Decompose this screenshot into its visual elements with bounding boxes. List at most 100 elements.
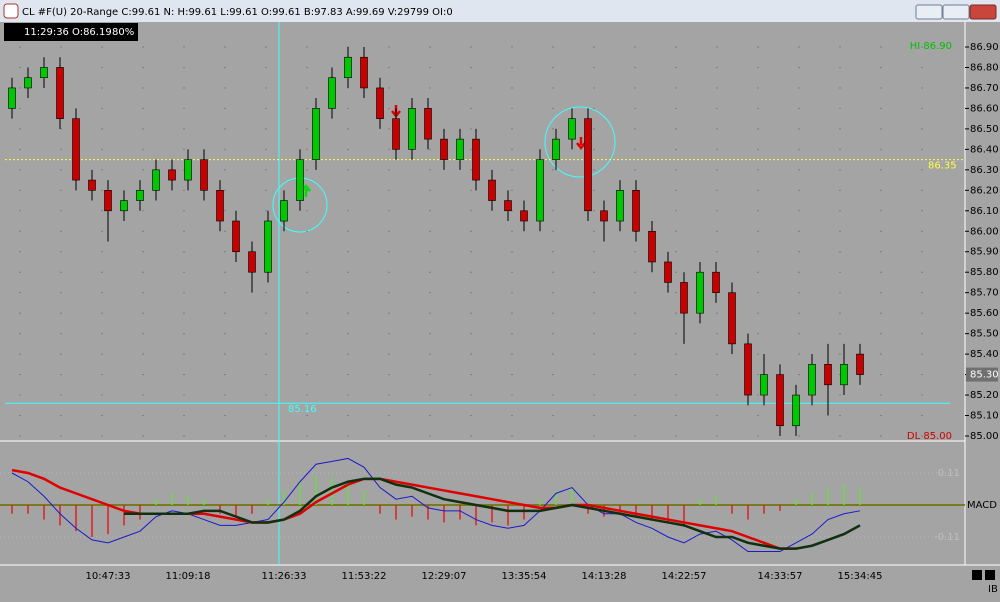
grid-dot: [429, 189, 431, 191]
close-button[interactable]: [969, 4, 997, 20]
y-tick-label: 86.00: [970, 226, 999, 237]
candle-body: [856, 353, 864, 375]
grid-dot: [60, 333, 62, 335]
grid-dot: [306, 148, 308, 150]
grid-dot: [101, 333, 103, 335]
grid-dot: [675, 271, 677, 273]
grid-dot: [183, 353, 185, 355]
scroll-button[interactable]: [985, 570, 995, 580]
y-tick-label: 85.10: [970, 411, 999, 422]
grid-dot: [593, 148, 595, 150]
grid-dot: [429, 333, 431, 335]
grid-dot: [224, 66, 226, 69]
grid-dot: [388, 271, 390, 273]
grid-dot: [101, 66, 103, 69]
grid-dot: [265, 394, 267, 396]
info-percent: 80%: [112, 27, 134, 38]
grid-dot: [757, 46, 759, 48]
grid-dot: [224, 312, 226, 314]
grid-dot: [634, 333, 636, 335]
grid-dot: [101, 87, 103, 89]
grid-dot: [429, 169, 431, 171]
grid-dot: [716, 373, 718, 376]
extreme-label: DL 85.00: [907, 431, 952, 442]
grid-dot: [101, 46, 103, 48]
y-tick-label: 86.20: [970, 185, 999, 196]
grid-dot: [19, 87, 21, 89]
grid-dot: [183, 435, 185, 437]
grid-dot: [265, 189, 267, 191]
grid-dot: [552, 394, 554, 396]
grid-dot: [757, 66, 759, 69]
grid-dot: [675, 189, 677, 191]
grid-dot: [511, 148, 513, 150]
grid-dot: [921, 230, 923, 232]
grid-dot: [183, 148, 185, 150]
grid-dot: [716, 230, 718, 232]
grid-dot: [552, 46, 554, 48]
candle-body: [792, 394, 800, 427]
grid-dot: [19, 251, 21, 253]
y-tick-label: 86.90: [970, 42, 999, 53]
grid-dot: [60, 128, 62, 130]
grid-dot: [265, 373, 267, 376]
grid-dot: [675, 128, 677, 130]
grid-dot: [798, 251, 800, 253]
grid-dot: [306, 46, 308, 48]
minimize-button[interactable]: [915, 4, 943, 20]
grid-dot: [552, 251, 554, 253]
grid-dot: [593, 414, 595, 417]
candle-body: [136, 190, 144, 201]
grid-dot: [19, 210, 21, 212]
grid-dot: [634, 394, 636, 396]
grid-dot: [142, 128, 144, 130]
grid-dot: [593, 87, 595, 89]
y-tick-label: 86.30: [970, 165, 999, 176]
candle-body: [344, 56, 352, 79]
grid-dot: [716, 189, 718, 191]
grid-dot: [593, 251, 595, 253]
grid-dot: [388, 292, 390, 294]
grid-dot: [306, 373, 308, 376]
grid-dot: [183, 107, 185, 110]
grid-dot: [19, 230, 21, 232]
x-tick-label: 13:35:54: [502, 571, 547, 582]
grid-dot: [306, 169, 308, 171]
grid-dot: [757, 292, 759, 294]
scroll-button[interactable]: [972, 570, 982, 580]
grid-dot: [265, 107, 267, 110]
grid-dot: [880, 373, 882, 376]
grid-dot: [880, 271, 882, 273]
grid-dot: [142, 148, 144, 150]
grid-dot: [839, 148, 841, 150]
grid-dot: [511, 435, 513, 437]
grid-dot: [101, 210, 103, 212]
grid-dot: [60, 210, 62, 212]
grid-dot: [921, 148, 923, 150]
grid-dot: [839, 333, 841, 335]
grid-dot: [634, 251, 636, 253]
grid-dot: [60, 292, 62, 294]
y-tick-label: 85.20: [970, 390, 999, 401]
grid-dot: [142, 353, 144, 355]
grid-dot: [183, 394, 185, 396]
grid-dot: [634, 66, 636, 69]
grid-dot: [19, 169, 21, 171]
grid-dot: [470, 46, 472, 48]
grid-dot: [183, 312, 185, 314]
grid-dot: [142, 373, 144, 376]
grid-dot: [552, 189, 554, 191]
candle-body: [40, 67, 48, 79]
grid-dot: [921, 414, 923, 417]
maximize-button[interactable]: [942, 4, 970, 20]
grid-dot: [880, 66, 882, 69]
grid-dot: [60, 353, 62, 355]
grid-dot: [224, 373, 226, 376]
grid-dot: [798, 353, 800, 355]
y-tick-label: 85.80: [970, 267, 999, 278]
grid-dot: [347, 394, 349, 396]
grid-dot: [101, 414, 103, 417]
grid-dot: [634, 107, 636, 110]
last-price-box: [966, 367, 998, 382]
